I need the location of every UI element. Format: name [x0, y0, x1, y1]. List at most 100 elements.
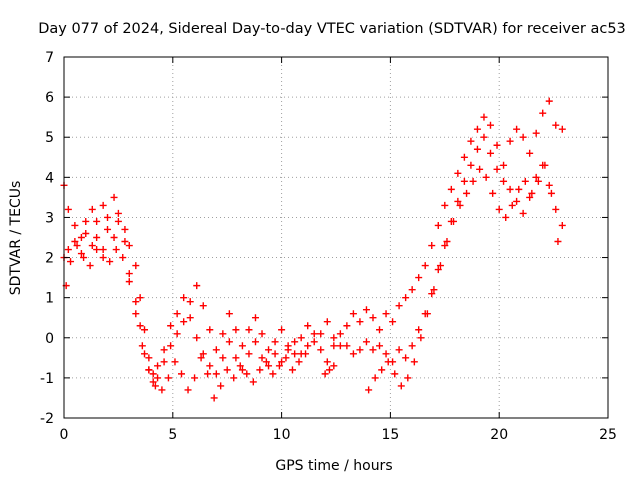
- data-point: [378, 366, 386, 374]
- data-point: [441, 201, 449, 209]
- y-tick-label: 3: [45, 210, 54, 226]
- data-point: [486, 149, 494, 157]
- data-point: [184, 386, 192, 394]
- data-point: [191, 374, 199, 382]
- y-tick-label: 2: [45, 251, 54, 267]
- data-point: [121, 238, 129, 246]
- data-point: [545, 97, 553, 105]
- data-point: [77, 234, 85, 241]
- data-point: [82, 217, 90, 225]
- data-point: [547, 189, 555, 197]
- data-point: [506, 185, 514, 193]
- y-tick-label: 5: [45, 130, 54, 146]
- data-point: [119, 254, 127, 262]
- data-point: [428, 242, 436, 250]
- data-point: [104, 213, 112, 221]
- series-track-b: [60, 133, 566, 386]
- data-point: [404, 374, 412, 382]
- data-point: [141, 326, 149, 334]
- data-point: [212, 346, 220, 354]
- data-point: [391, 370, 399, 378]
- data-point: [502, 213, 510, 221]
- data-point: [82, 229, 90, 237]
- data-point: [256, 366, 264, 374]
- data-point: [232, 326, 240, 334]
- data-point: [362, 338, 370, 346]
- data-point: [456, 201, 464, 209]
- data-point: [526, 149, 534, 157]
- data-point: [149, 378, 157, 386]
- data-point: [204, 370, 212, 378]
- data-point: [112, 246, 120, 254]
- y-tick-label: 7: [45, 50, 54, 66]
- data-point: [136, 294, 144, 302]
- data-point: [473, 145, 481, 153]
- data-point: [369, 346, 377, 354]
- data-point: [515, 185, 523, 193]
- data-point: [476, 165, 484, 173]
- data-point: [71, 238, 79, 246]
- data-point: [434, 221, 442, 229]
- data-point: [402, 294, 410, 302]
- data-point: [167, 322, 175, 330]
- data-point: [417, 334, 425, 342]
- series-track-c: [62, 161, 562, 402]
- data-point: [193, 334, 201, 342]
- data-point: [558, 125, 566, 133]
- data-point: [408, 342, 416, 350]
- data-point: [125, 270, 133, 278]
- data-point: [389, 318, 397, 326]
- data-point: [251, 338, 259, 346]
- y-tick-label: 4: [45, 170, 54, 186]
- data-point: [441, 242, 449, 250]
- y-tick-label: -2: [40, 411, 54, 427]
- data-point: [528, 189, 536, 197]
- data-point: [158, 386, 166, 394]
- data-point: [278, 326, 286, 334]
- data-point: [428, 290, 436, 298]
- data-point: [343, 342, 351, 350]
- data-point: [149, 370, 157, 378]
- data-point: [186, 314, 194, 322]
- data-point: [262, 358, 270, 366]
- data-point: [197, 354, 205, 362]
- y-tick-label: 0: [45, 331, 54, 347]
- data-point: [145, 354, 153, 362]
- data-point: [88, 205, 96, 213]
- data-point: [106, 258, 114, 266]
- data-point: [443, 238, 451, 246]
- data-point: [164, 374, 172, 382]
- data-point: [454, 197, 462, 205]
- x-axis-label: GPS time / hours: [275, 458, 392, 474]
- data-point: [330, 334, 338, 342]
- data-point: [199, 350, 207, 358]
- data-point: [480, 133, 488, 141]
- y-axis-label: SDTVAR / TECUs: [8, 181, 24, 296]
- data-point: [180, 318, 188, 326]
- data-point: [415, 326, 423, 334]
- x-tick-label: 5: [168, 427, 177, 443]
- data-point: [77, 250, 85, 258]
- data-point: [295, 358, 303, 366]
- data-point: [271, 338, 279, 346]
- data-point: [382, 350, 390, 358]
- data-point: [526, 193, 534, 201]
- data-point: [136, 322, 144, 330]
- data-point: [304, 322, 312, 330]
- data-point: [460, 153, 468, 161]
- data-point: [450, 217, 458, 225]
- data-point: [552, 121, 560, 129]
- data-point: [291, 350, 299, 358]
- axis-ticks: 0 5 10 15 20 25 -2 -1 0 1 2 3 4 5 6 7: [40, 50, 617, 443]
- data-point: [513, 125, 521, 133]
- data-point: [489, 189, 497, 197]
- grid-lines: [64, 57, 608, 418]
- data-point: [539, 109, 547, 117]
- data-point: [323, 358, 331, 366]
- data-point: [258, 330, 266, 338]
- data-point: [288, 366, 296, 374]
- data-point: [238, 342, 246, 350]
- data-point: [310, 338, 318, 346]
- data-point: [362, 306, 370, 314]
